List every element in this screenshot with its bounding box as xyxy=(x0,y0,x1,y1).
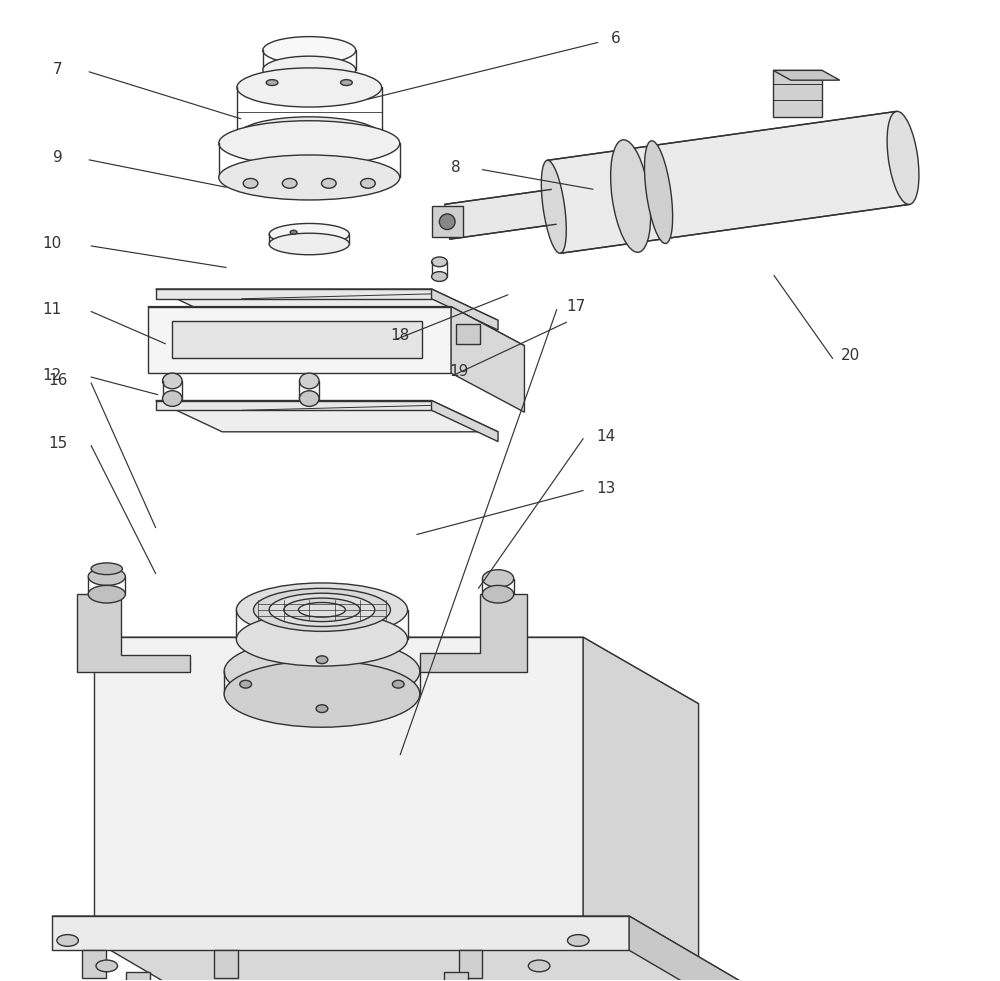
Ellipse shape xyxy=(321,179,336,188)
Ellipse shape xyxy=(263,56,356,83)
Ellipse shape xyxy=(282,179,297,188)
Ellipse shape xyxy=(269,224,349,245)
Bar xyxy=(432,206,463,237)
Text: 19: 19 xyxy=(449,364,469,379)
Ellipse shape xyxy=(290,231,297,234)
Ellipse shape xyxy=(432,257,447,267)
Polygon shape xyxy=(156,400,432,410)
Ellipse shape xyxy=(361,179,375,188)
Bar xyxy=(459,951,482,978)
Text: 9: 9 xyxy=(53,150,63,166)
Bar xyxy=(444,972,468,981)
Text: 16: 16 xyxy=(48,374,68,388)
Text: 8: 8 xyxy=(451,160,461,176)
Ellipse shape xyxy=(269,594,375,627)
Ellipse shape xyxy=(528,960,550,972)
Text: 12: 12 xyxy=(42,368,62,383)
Ellipse shape xyxy=(253,589,390,632)
Polygon shape xyxy=(629,916,766,981)
Polygon shape xyxy=(451,307,524,412)
Ellipse shape xyxy=(91,563,122,575)
Polygon shape xyxy=(156,289,498,320)
Ellipse shape xyxy=(88,586,125,603)
Ellipse shape xyxy=(644,140,673,243)
Ellipse shape xyxy=(219,121,400,166)
Text: 7: 7 xyxy=(53,63,63,77)
Ellipse shape xyxy=(432,272,447,282)
Ellipse shape xyxy=(887,112,919,204)
Polygon shape xyxy=(52,916,766,981)
Ellipse shape xyxy=(298,602,345,617)
Ellipse shape xyxy=(219,155,400,200)
Ellipse shape xyxy=(341,79,352,85)
Polygon shape xyxy=(52,916,629,951)
Text: 15: 15 xyxy=(48,436,67,451)
Ellipse shape xyxy=(316,704,328,712)
Text: 13: 13 xyxy=(596,481,615,496)
Polygon shape xyxy=(148,307,524,345)
Text: 18: 18 xyxy=(391,329,410,343)
Ellipse shape xyxy=(482,586,514,603)
Text: 20: 20 xyxy=(841,348,860,363)
Polygon shape xyxy=(420,594,527,672)
Ellipse shape xyxy=(299,373,319,388)
Ellipse shape xyxy=(611,140,651,252)
Polygon shape xyxy=(432,289,498,330)
Ellipse shape xyxy=(263,36,356,64)
Ellipse shape xyxy=(299,390,319,406)
Polygon shape xyxy=(456,324,480,343)
Ellipse shape xyxy=(237,117,382,156)
Ellipse shape xyxy=(269,233,349,255)
Bar xyxy=(82,951,106,978)
Text: 17: 17 xyxy=(567,299,586,314)
Ellipse shape xyxy=(57,935,78,947)
Ellipse shape xyxy=(96,960,118,972)
Ellipse shape xyxy=(240,680,252,688)
Text: 10: 10 xyxy=(42,236,62,251)
Ellipse shape xyxy=(224,639,420,704)
Ellipse shape xyxy=(392,680,404,688)
Ellipse shape xyxy=(236,583,408,637)
Ellipse shape xyxy=(567,935,589,947)
Polygon shape xyxy=(94,638,699,703)
Ellipse shape xyxy=(439,214,455,230)
Ellipse shape xyxy=(266,79,278,85)
Bar xyxy=(214,951,238,978)
Polygon shape xyxy=(156,400,498,432)
Polygon shape xyxy=(547,112,910,253)
Text: 6: 6 xyxy=(611,31,620,46)
Ellipse shape xyxy=(284,598,360,622)
Polygon shape xyxy=(773,71,840,80)
Polygon shape xyxy=(583,638,699,981)
Polygon shape xyxy=(773,71,822,118)
Text: 11: 11 xyxy=(42,302,62,317)
Polygon shape xyxy=(148,307,451,373)
Ellipse shape xyxy=(224,661,420,727)
Polygon shape xyxy=(94,638,583,921)
Ellipse shape xyxy=(482,570,514,588)
Ellipse shape xyxy=(316,656,328,663)
Ellipse shape xyxy=(163,373,182,388)
Ellipse shape xyxy=(243,179,258,188)
Polygon shape xyxy=(77,594,190,672)
Ellipse shape xyxy=(236,612,408,666)
Ellipse shape xyxy=(163,390,182,406)
Polygon shape xyxy=(156,289,432,299)
Ellipse shape xyxy=(541,160,566,253)
Ellipse shape xyxy=(237,68,382,107)
Text: 14: 14 xyxy=(596,430,615,444)
Bar xyxy=(172,321,422,358)
Bar xyxy=(126,972,150,981)
Ellipse shape xyxy=(88,568,125,586)
Polygon shape xyxy=(432,400,498,441)
Polygon shape xyxy=(445,189,556,239)
